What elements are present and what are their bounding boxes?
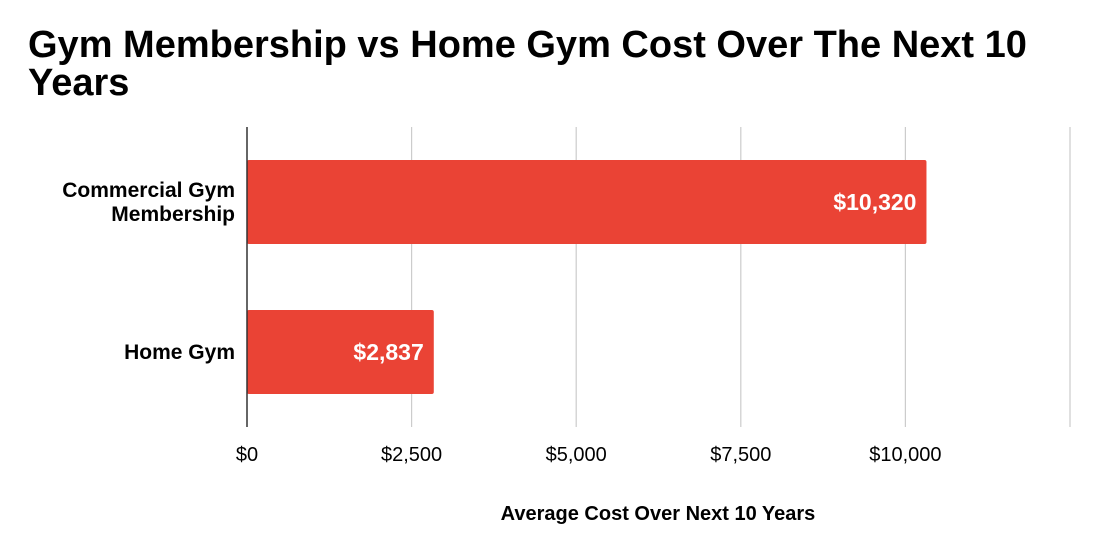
- category-labels: Commercial Gym Membership Home Gym: [62, 179, 235, 364]
- bars: $10,320 $2,837: [247, 160, 927, 394]
- x-tick-label: $7,500: [710, 444, 771, 466]
- bar: [247, 160, 927, 244]
- x-tick-label: $10,000: [869, 444, 941, 466]
- x-tick-label: $0: [236, 444, 258, 466]
- category-label: Home Gym: [124, 341, 235, 364]
- bar: [247, 310, 434, 394]
- x-tick-label: $5,000: [546, 444, 607, 466]
- x-axis-title: Average Cost Over Next 10 Years: [501, 503, 816, 525]
- category-label: Commercial Gym Membership: [62, 179, 235, 226]
- data-label: $2,837: [353, 339, 423, 365]
- data-label: $10,320: [833, 189, 916, 215]
- x-tick-label: $2,500: [381, 444, 442, 466]
- chart-title: Gym Membership vs Home Gym Cost Over The…: [28, 24, 1027, 104]
- x-tick-labels: $0 $2,500 $5,000 $7,500 $10,000: [236, 444, 942, 466]
